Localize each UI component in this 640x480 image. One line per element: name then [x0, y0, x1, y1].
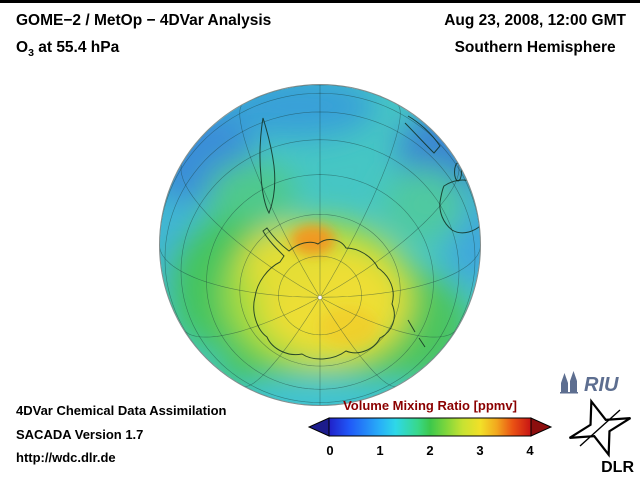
version-label: SACADA Version 1.7 [16, 427, 144, 442]
ozone-field-hotspots [291, 225, 378, 347]
hemisphere-label: Southern Hemisphere [454, 39, 616, 56]
colorbar-tick-3: 3 [476, 443, 483, 458]
header-left: GOME−2 / MetOp − 4DVar Analysis O3 at 55… [16, 12, 271, 59]
cathedral-icon [560, 371, 578, 394]
datetime-label: Aug 23, 2008, 12:00 GMT [444, 12, 626, 29]
figure-title: GOME−2 / MetOp − 4DVar Analysis [16, 12, 272, 29]
colorbar-title: Volume Mixing Ratio [ppmv] [343, 398, 517, 413]
colorbar: Volume Mixing Ratio [ppmv] 0 1 2 3 4 [307, 398, 553, 458]
coastline-new-zealand [407, 319, 426, 348]
coastline-south-america [259, 117, 276, 215]
dlr-logo: DLR [568, 398, 634, 476]
colorbar-tick-2: 2 [426, 443, 433, 458]
colorbar-tick-0: 0 [326, 443, 333, 458]
coastlines [253, 115, 480, 360]
species-symbol: O [16, 39, 29, 56]
colorbar-underflow-arrow [307, 417, 330, 437]
top-border [0, 0, 640, 3]
globe-limb [159, 84, 481, 406]
colorbar-gradient-bar [328, 417, 532, 437]
colorbar-tick-1: 1 [376, 443, 383, 458]
coastline-africa [404, 115, 441, 154]
coastline-antarctica [253, 227, 395, 360]
pressure-level: at 55.4 hPa [33, 39, 120, 56]
assimilation-label: 4DVar Chemical Data Assimilation [16, 403, 227, 418]
dlr-logo-text: DLR [601, 459, 634, 476]
riu-logo: RIU [560, 371, 619, 396]
dlr-emblem-icon [568, 398, 632, 458]
colorbar-overflow-arrow [530, 417, 553, 437]
figure-subtitle: O3 at 55.4 hPa [16, 39, 271, 59]
header-right: Aug 23, 2008, 12:00 GMT Southern Hemisph… [444, 12, 626, 57]
riu-logo-text: RIU [584, 374, 619, 396]
wdc-url-link[interactable]: http://wdc.dlr.de [16, 450, 116, 465]
south-pole-marker [317, 295, 323, 300]
colorbar-tick-4: 4 [526, 443, 534, 458]
species-subscript: 3 [28, 47, 34, 60]
